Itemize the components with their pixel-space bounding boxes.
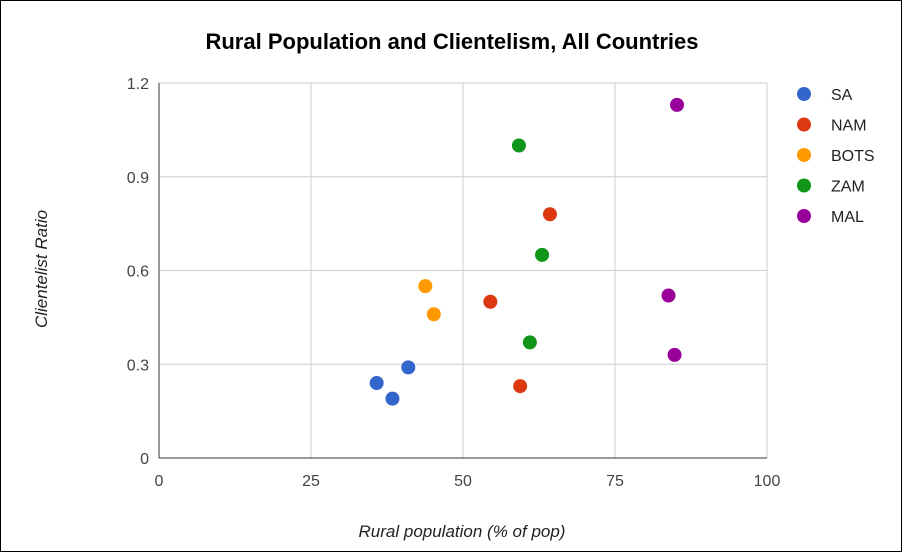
legend-marker-zam: [797, 178, 811, 193]
x-tick-label: 75: [606, 473, 624, 490]
chart-title: Rural Population and Clientelism, All Co…: [205, 29, 698, 54]
y-tick-label: 0.3: [127, 357, 149, 374]
point-zam: [535, 247, 550, 262]
x-tick-label: 100: [754, 473, 781, 490]
point-sa: [401, 360, 416, 375]
legend: SA NAM BOTS ZAM MAL: [797, 87, 875, 226]
legend-label-bots: BOTS: [831, 148, 875, 165]
x-tick-label: 0: [155, 473, 164, 490]
data-points: [369, 97, 685, 406]
y-axis-label: Clientelist Ratio: [32, 210, 51, 328]
point-mal: [667, 347, 682, 362]
point-mal: [661, 288, 676, 303]
legend-marker-mal: [797, 209, 811, 223]
point-nam: [542, 207, 557, 222]
tick-labels: 0 25 50 75 100 0 0.3 0.6 0.9 1.2: [127, 76, 781, 490]
x-tick-label: 50: [454, 473, 472, 490]
y-tick-label: 0.9: [127, 170, 149, 187]
point-zam: [511, 138, 526, 153]
x-axis-label: Rural population (% of pop): [359, 522, 566, 541]
x-tick-label: 25: [302, 473, 320, 490]
point-sa: [385, 391, 400, 406]
point-zam: [522, 335, 537, 350]
y-tick-label: 0.6: [127, 264, 149, 281]
legend-marker-nam: [797, 117, 811, 132]
legend-marker-sa: [797, 87, 811, 101]
gridlines: [158, 82, 768, 459]
legend-label-mal: MAL: [831, 209, 864, 226]
legend-label-nam: NAM: [831, 118, 867, 135]
legend-marker-bots: [797, 148, 811, 162]
point-nam: [483, 294, 498, 309]
legend-label-sa: SA: [831, 87, 853, 104]
y-tick-label: 0: [140, 451, 149, 468]
point-mal: [670, 97, 685, 112]
point-nam: [513, 379, 528, 394]
point-bots: [418, 279, 433, 294]
point-bots: [426, 307, 441, 322]
point-sa: [369, 376, 384, 390]
legend-label-zam: ZAM: [831, 179, 865, 196]
y-tick-label: 1.2: [127, 76, 149, 93]
